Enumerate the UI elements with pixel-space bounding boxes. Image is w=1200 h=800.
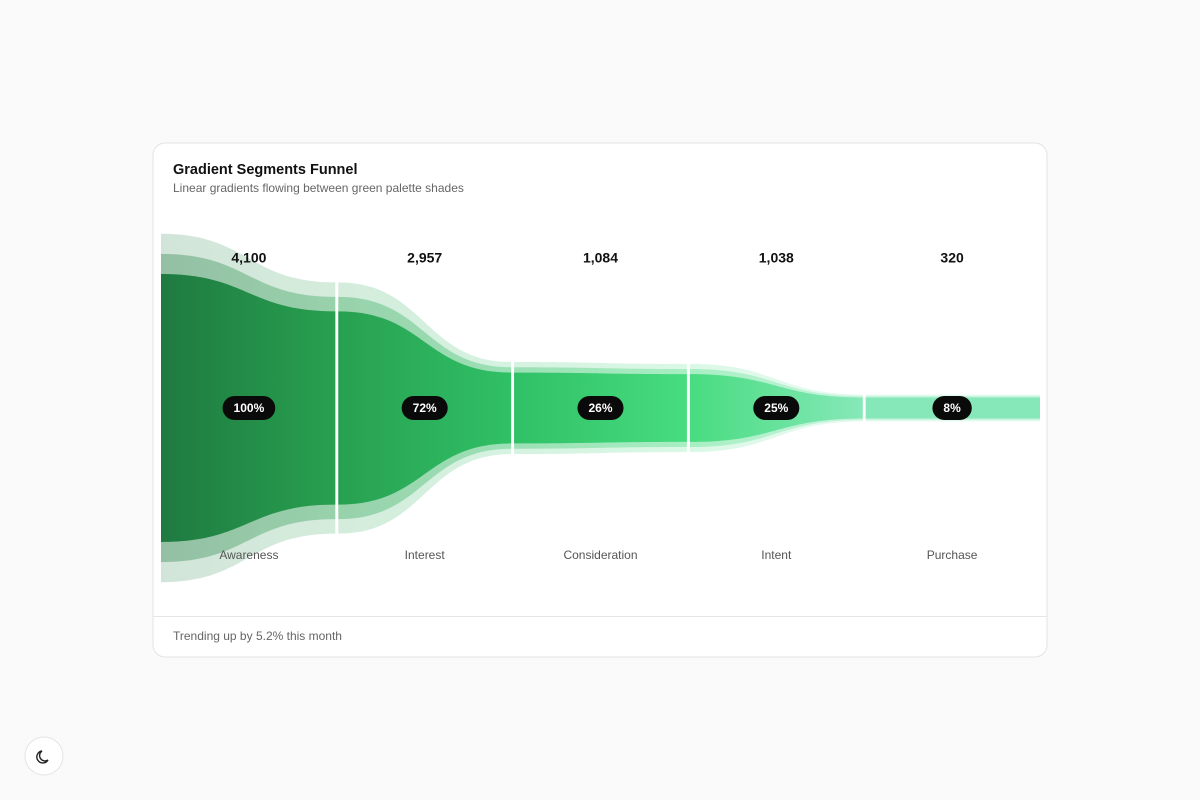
share-pill: [401, 396, 448, 420]
share-label: 100%: [234, 401, 265, 415]
card-subtitle: Linear gradients flowing between green p…: [173, 181, 464, 195]
share-label: 72%: [413, 401, 437, 415]
share-pill: [577, 396, 624, 420]
theme-toggle[interactable]: [24, 736, 64, 776]
category-label: Awareness: [219, 548, 278, 562]
moon-icon: [36, 750, 49, 764]
value-label: 2,957: [407, 250, 442, 266]
value-label: 4,100: [231, 250, 266, 266]
value-label: 1,084: [583, 250, 618, 266]
category-label: Purchase: [927, 548, 978, 562]
share-label: 26%: [588, 401, 612, 415]
theme-button[interactable]: [24, 736, 64, 776]
category-label: Consideration: [563, 548, 637, 562]
category-label: Interest: [405, 548, 446, 562]
share-pill: [753, 396, 800, 420]
value-label: 1,038: [759, 250, 794, 266]
share-label: 25%: [764, 401, 788, 415]
card-title: Gradient Segments Funnel: [173, 162, 358, 178]
footer-text: Trending up by 5.2% this month: [173, 629, 342, 643]
share-label: 8%: [943, 401, 961, 415]
share-pill: [222, 396, 276, 420]
value-label: 320: [940, 250, 964, 266]
share-pill: [932, 396, 972, 420]
funnel: 4,100 Awareness 100% 2,957 Interest 72% 1,084 C…: [161, 233, 1040, 583]
category-label: Intent: [761, 548, 792, 562]
